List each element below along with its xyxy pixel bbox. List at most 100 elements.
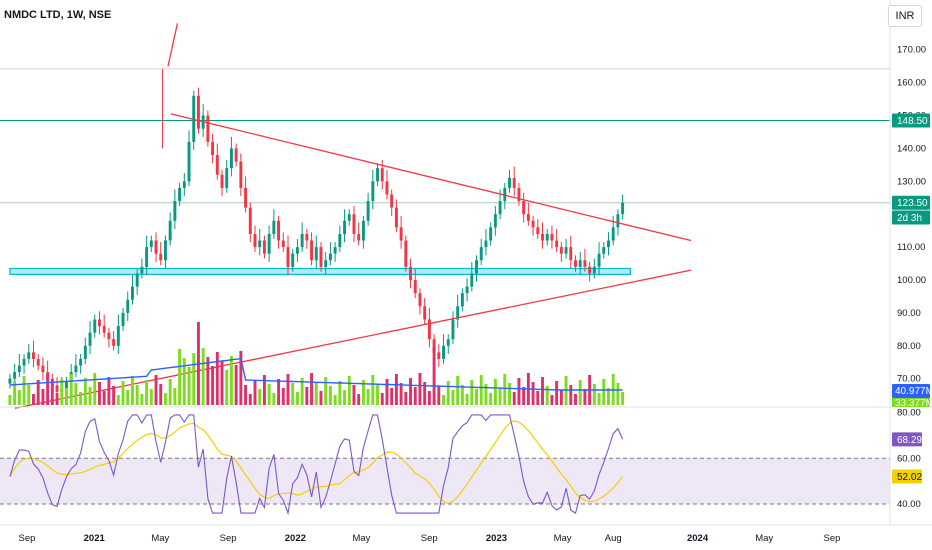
price-pane[interactable] bbox=[0, 23, 890, 409]
candle-body bbox=[437, 352, 441, 359]
volume-tag-label: 40.977M bbox=[895, 386, 932, 397]
candle-body bbox=[267, 233, 271, 254]
candle-body bbox=[616, 214, 620, 228]
volume-pane bbox=[8, 322, 625, 405]
support-zone bbox=[9, 267, 631, 276]
volume-bar bbox=[550, 395, 554, 405]
volume-bar bbox=[192, 353, 196, 405]
volume-bar bbox=[347, 376, 351, 405]
time-tick-label: 2024 bbox=[687, 533, 709, 544]
candle-body bbox=[215, 155, 219, 175]
candle-body bbox=[423, 306, 427, 320]
symbol-title[interactable]: NMDC LTD, 1W, NSE bbox=[4, 9, 112, 21]
volume-bar bbox=[107, 377, 111, 405]
candle-body bbox=[17, 365, 21, 373]
candle-body bbox=[262, 240, 266, 254]
candle-body bbox=[291, 253, 295, 267]
candle-body bbox=[187, 141, 191, 182]
time-tick-label: May bbox=[755, 533, 773, 544]
volume-bar bbox=[616, 383, 620, 405]
currency-selector[interactable]: INR bbox=[888, 5, 922, 27]
volume-bar bbox=[234, 365, 238, 405]
candle-body bbox=[413, 280, 417, 294]
candle-body bbox=[244, 187, 248, 208]
price-tag bbox=[892, 195, 930, 210]
volume-bar bbox=[60, 379, 64, 405]
volume-bar bbox=[338, 381, 342, 405]
candle-body bbox=[442, 345, 445, 359]
volume-bar bbox=[418, 373, 422, 405]
volume-bar bbox=[465, 394, 469, 405]
volume-ma-line bbox=[9, 357, 623, 391]
candle-body bbox=[352, 214, 356, 234]
candle-body bbox=[361, 220, 365, 241]
volume-bar bbox=[399, 383, 403, 405]
candle-body bbox=[79, 358, 83, 366]
candle-body bbox=[107, 332, 111, 340]
candle-body bbox=[465, 286, 469, 294]
volume-bar bbox=[55, 393, 59, 405]
candle-body bbox=[229, 148, 233, 169]
volume-bar bbox=[130, 376, 134, 405]
candle-body bbox=[32, 352, 35, 359]
price-tag-label: 148.50 bbox=[897, 116, 928, 127]
candle-body bbox=[220, 174, 224, 188]
time-tick-label: May bbox=[352, 533, 370, 544]
volume-bar bbox=[385, 379, 389, 405]
candle-body bbox=[597, 253, 601, 267]
candle-body bbox=[121, 312, 125, 327]
volume-bar bbox=[126, 390, 130, 405]
candle-body bbox=[163, 240, 167, 261]
volume-bar bbox=[559, 390, 563, 405]
candle-body bbox=[248, 207, 252, 234]
price-tick-label: 70.00 bbox=[897, 374, 921, 385]
candle-body bbox=[22, 358, 26, 366]
volume-bar bbox=[380, 393, 384, 405]
volume-bar bbox=[244, 385, 248, 405]
volume-bar bbox=[394, 374, 398, 405]
candle-body bbox=[196, 95, 200, 129]
candle-body bbox=[493, 214, 497, 228]
candle-body bbox=[88, 332, 92, 346]
candle-body bbox=[399, 227, 403, 241]
volume-bar bbox=[493, 379, 497, 405]
candle-body bbox=[145, 247, 149, 267]
volume-bar bbox=[135, 385, 139, 405]
candle-body bbox=[343, 220, 347, 234]
candle-body bbox=[295, 247, 299, 254]
volume-bar bbox=[522, 387, 526, 405]
time-tick-label: Sep bbox=[220, 533, 237, 544]
volume-bar bbox=[79, 392, 83, 405]
volume-bar bbox=[314, 382, 318, 405]
candle-body bbox=[569, 247, 573, 261]
candle-body bbox=[27, 352, 31, 359]
volume-bar bbox=[116, 395, 120, 405]
time-tick-label: 2023 bbox=[486, 533, 507, 544]
volume-bar bbox=[277, 379, 281, 405]
volume-bar bbox=[69, 374, 73, 405]
candle-body bbox=[475, 260, 478, 274]
volume-bar bbox=[262, 375, 266, 405]
volume-bar bbox=[413, 387, 417, 405]
candle-body bbox=[116, 326, 120, 346]
volume-bar bbox=[508, 383, 511, 405]
candle-body bbox=[456, 306, 460, 320]
candle-body bbox=[536, 227, 540, 234]
candle-body bbox=[503, 187, 507, 202]
candle-body bbox=[531, 220, 535, 228]
candle-body bbox=[479, 247, 483, 261]
price-tick-label: 140.00 bbox=[897, 143, 926, 154]
candle-body bbox=[432, 339, 436, 353]
volume-bar bbox=[74, 383, 78, 405]
rsi-line bbox=[9, 414, 624, 516]
volume-bar bbox=[163, 393, 167, 405]
volume-bar bbox=[479, 375, 483, 405]
candle-body bbox=[211, 141, 215, 155]
candle-body bbox=[286, 247, 290, 267]
rsi-value-label: 68.29 bbox=[897, 435, 922, 446]
candle-body bbox=[357, 233, 361, 241]
candle-body bbox=[319, 247, 323, 267]
volume-bar bbox=[187, 367, 191, 405]
